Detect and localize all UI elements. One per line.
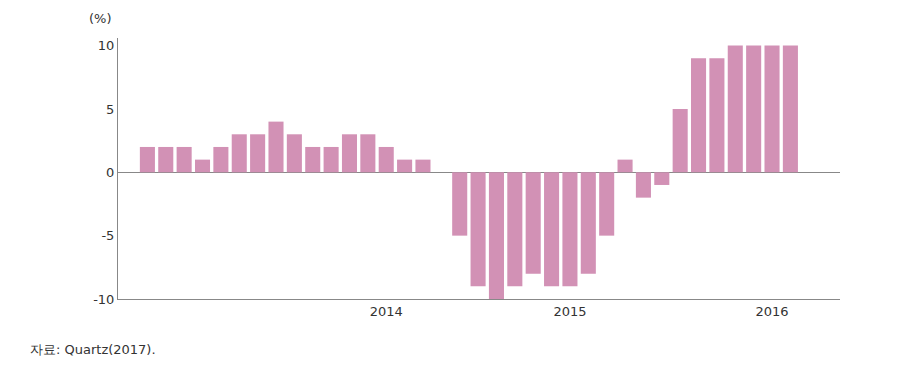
svg-text:2014: 2014 [370, 304, 403, 319]
svg-text:-5: -5 [101, 228, 114, 243]
svg-text:(%): (%) [89, 11, 112, 26]
svg-text:0: 0 [106, 165, 114, 180]
svg-text:-10: -10 [93, 292, 114, 307]
svg-text:5: 5 [106, 102, 114, 117]
svg-text:10: 10 [98, 38, 115, 53]
svg-text:2016: 2016 [755, 304, 788, 319]
svg-text:자료: Quartz(2017).: 자료: Quartz(2017). [30, 342, 156, 357]
svg-text:2015: 2015 [553, 304, 586, 319]
